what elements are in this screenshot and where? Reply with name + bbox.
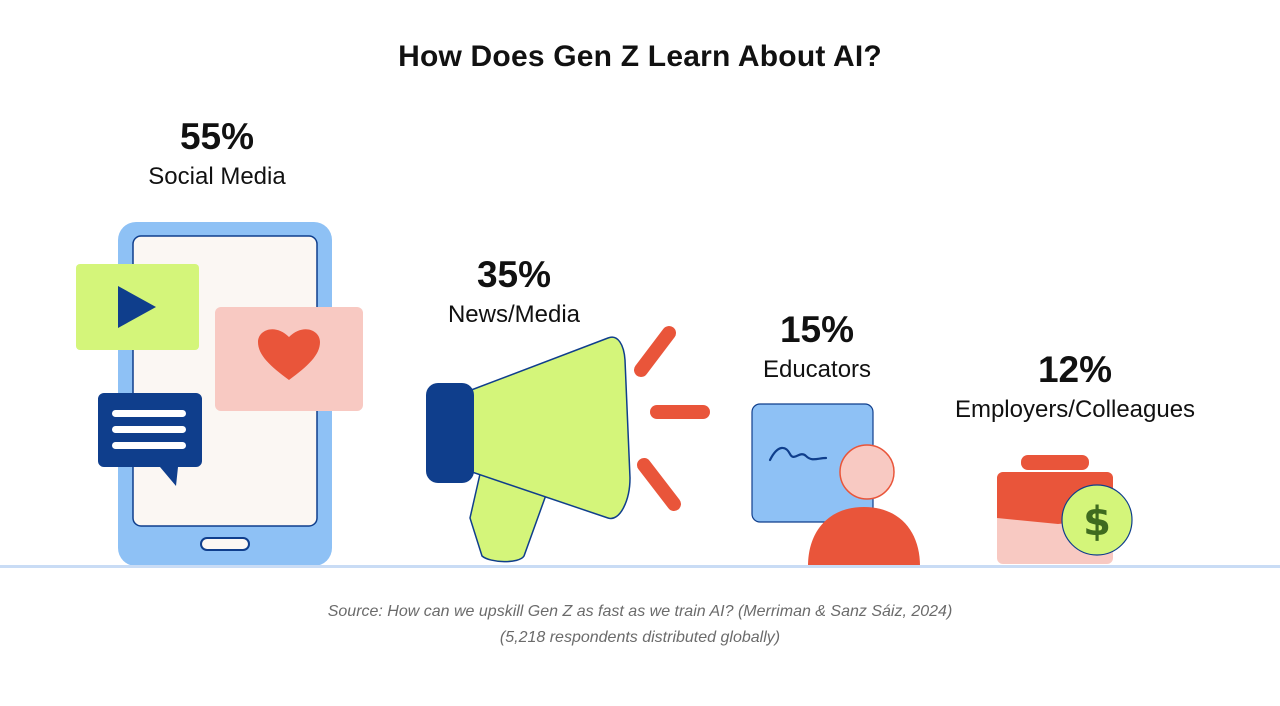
briefcase-icon: $	[997, 455, 1133, 564]
category-label: Social Media	[148, 163, 286, 190]
educator-icon	[751, 403, 920, 566]
stat-educators: 15% Educators	[722, 308, 912, 386]
stat-employers-colleagues: 12% Employers/Colleagues	[930, 348, 1220, 426]
category-label: Educators	[762, 356, 872, 383]
chart-title: How Does Gen Z Learn About AI?	[398, 40, 882, 73]
svg-text:$: $	[1083, 499, 1111, 545]
source-respondents: (5,218 respondents distributed globally)	[499, 629, 781, 646]
baseline	[0, 565, 1280, 568]
category-label: Employers/Colleagues	[954, 396, 1196, 423]
source-citation: Source: How can we upskill Gen Z as fast…	[327, 603, 953, 620]
source-note: Source: How can we upskill Gen Z as fast…	[0, 599, 1280, 651]
value-label: 15%	[779, 309, 855, 350]
value-label: 12%	[1037, 349, 1113, 390]
stat-news-media: 35% News/Media	[414, 253, 614, 331]
stat-social-media: 55% Social Media	[117, 115, 317, 193]
value-label: 35%	[476, 254, 552, 295]
value-label: 55%	[179, 116, 255, 157]
phone-icon	[76, 222, 363, 566]
category-label: News/Media	[447, 301, 581, 328]
megaphone-icon	[426, 326, 710, 563]
